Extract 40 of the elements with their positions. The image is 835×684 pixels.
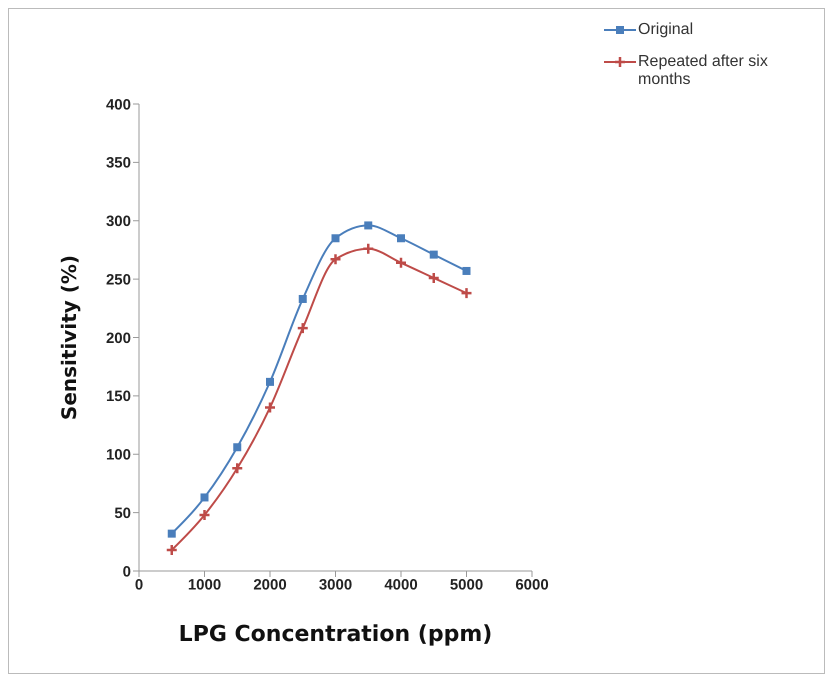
y-tick-label: 50	[114, 504, 131, 522]
y-tick-label: 250	[106, 271, 131, 288]
point	[168, 530, 176, 538]
point	[298, 294, 307, 303]
point	[166, 544, 178, 556]
point	[231, 462, 244, 475]
point	[462, 266, 470, 275]
x-tick-label: 1000	[188, 576, 222, 594]
point	[332, 234, 340, 242]
x-tick-label: 2000	[253, 576, 287, 594]
point	[296, 322, 309, 334]
y-tick-label: 150	[106, 388, 131, 406]
point	[266, 378, 274, 386]
legend-label: Repeated after six months	[638, 53, 769, 89]
point	[233, 443, 242, 452]
y-tick-label: 100	[106, 446, 131, 464]
y-tick-label: 350	[106, 154, 131, 172]
point	[198, 508, 211, 522]
x-axis-title: LPG Concentration (ppm)	[178, 622, 492, 647]
x-tick-label: 6000	[515, 576, 549, 594]
point	[200, 493, 208, 502]
point	[329, 253, 342, 266]
point	[364, 221, 372, 230]
point	[430, 250, 438, 259]
y-tick-label: 200	[106, 330, 131, 347]
point	[394, 256, 408, 270]
point	[264, 401, 276, 414]
x-tick-label: 4000	[384, 576, 418, 594]
y-tick-label: 400	[106, 96, 131, 114]
point	[460, 286, 473, 300]
x-tick-label: 0	[134, 576, 144, 594]
point	[397, 234, 405, 242]
y-axis-title: Sensitivity (%)	[57, 254, 82, 420]
legend-label: Original	[638, 21, 694, 39]
x-tick-label: 5000	[450, 576, 484, 594]
point	[362, 242, 374, 256]
y-tick-label: 300	[106, 213, 131, 230]
x-tick-label: 3000	[318, 576, 352, 594]
point	[428, 272, 440, 284]
y-tick-label: 0	[122, 563, 131, 580]
